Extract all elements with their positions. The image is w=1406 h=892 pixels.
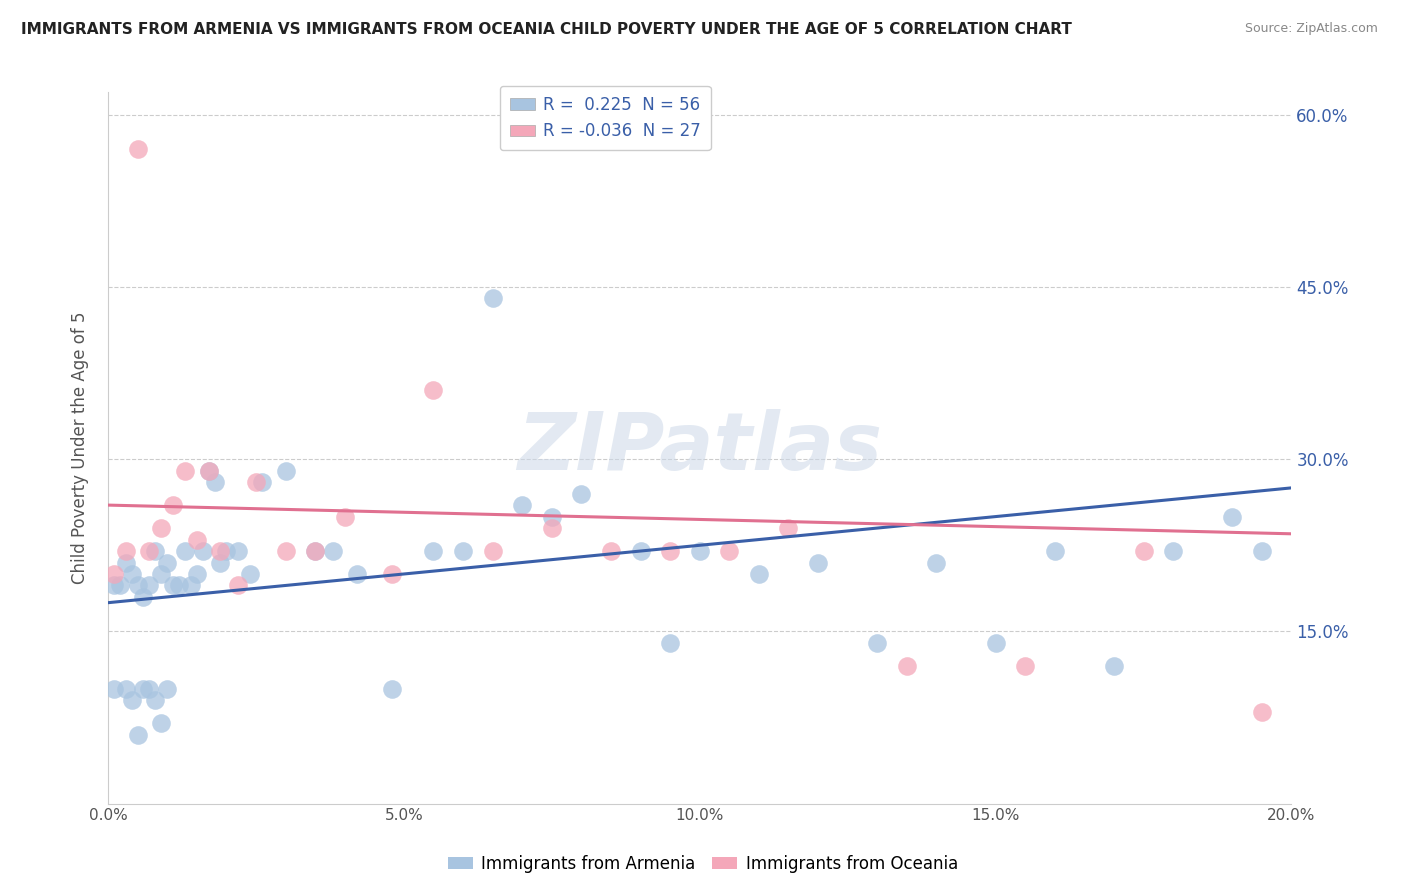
Point (274, 544, 297, 558)
Point (540, 521, 562, 535)
Point (103, 566, 125, 581)
Point (127, 142, 149, 156)
Point (121, 566, 143, 581)
Point (451, 544, 474, 558)
Point (1161, 544, 1184, 558)
Point (718, 544, 741, 558)
Point (245, 475, 267, 490)
Point (333, 509, 356, 524)
Point (778, 521, 800, 535)
Point (114, 556, 136, 570)
Point (659, 636, 682, 650)
Point (600, 544, 623, 558)
Point (1250, 705, 1272, 719)
Point (191, 544, 214, 558)
Text: Source: ZipAtlas.com: Source: ZipAtlas.com (1244, 22, 1378, 36)
Point (132, 681, 155, 696)
Point (381, 566, 404, 581)
Point (150, 566, 173, 581)
Point (807, 556, 830, 570)
Point (510, 498, 533, 512)
Point (209, 556, 232, 570)
Point (162, 578, 184, 592)
Text: ZIPatlas: ZIPatlas (517, 409, 882, 487)
Point (209, 544, 232, 558)
Point (143, 544, 166, 558)
Point (197, 464, 219, 478)
Point (186, 533, 208, 547)
Point (925, 556, 948, 570)
Point (132, 590, 155, 604)
Point (322, 544, 344, 558)
Point (204, 475, 226, 490)
Text: IMMIGRANTS FROM ARMENIA VS IMMIGRANTS FROM OCEANIA CHILD POVERTY UNDER THE AGE O: IMMIGRANTS FROM ARMENIA VS IMMIGRANTS FR… (21, 22, 1071, 37)
Point (569, 486, 592, 500)
Point (156, 556, 179, 570)
Point (481, 544, 503, 558)
Point (174, 464, 197, 478)
Point (167, 578, 190, 592)
Legend: Immigrants from Armenia, Immigrants from Oceania: Immigrants from Armenia, Immigrants from… (441, 848, 965, 880)
Point (346, 566, 368, 581)
Point (121, 693, 143, 707)
Point (304, 544, 326, 558)
Point (150, 716, 173, 731)
Point (150, 521, 173, 535)
Point (103, 681, 125, 696)
Point (1132, 544, 1154, 558)
Point (481, 292, 503, 306)
Point (127, 578, 149, 592)
Point (180, 578, 202, 592)
Point (114, 681, 136, 696)
Point (748, 566, 770, 581)
Point (114, 544, 136, 558)
Point (1220, 509, 1243, 524)
Point (1102, 658, 1125, 673)
Point (103, 578, 125, 592)
Y-axis label: Child Poverty Under the Age of 5: Child Poverty Under the Age of 5 (72, 311, 89, 584)
Point (239, 566, 262, 581)
Point (540, 509, 562, 524)
Point (1250, 544, 1272, 558)
Point (1043, 544, 1066, 558)
Point (197, 464, 219, 478)
Point (659, 544, 682, 558)
Point (1014, 658, 1036, 673)
Point (215, 544, 238, 558)
Point (174, 544, 197, 558)
Point (138, 578, 160, 592)
Point (304, 544, 326, 558)
Point (381, 681, 404, 696)
Point (250, 475, 273, 490)
Point (156, 681, 179, 696)
Point (186, 566, 208, 581)
Point (274, 464, 297, 478)
Point (226, 578, 249, 592)
Point (143, 693, 166, 707)
Point (127, 728, 149, 742)
Point (422, 544, 444, 558)
Point (866, 636, 889, 650)
Point (162, 498, 184, 512)
Point (108, 578, 131, 592)
Point (630, 544, 652, 558)
Point (984, 636, 1007, 650)
Point (422, 384, 444, 398)
Point (138, 544, 160, 558)
Point (896, 658, 918, 673)
Point (226, 544, 249, 558)
Legend: R =  0.225  N = 56, R = -0.036  N = 27: R = 0.225 N = 56, R = -0.036 N = 27 (499, 86, 710, 150)
Point (689, 544, 711, 558)
Point (138, 681, 160, 696)
